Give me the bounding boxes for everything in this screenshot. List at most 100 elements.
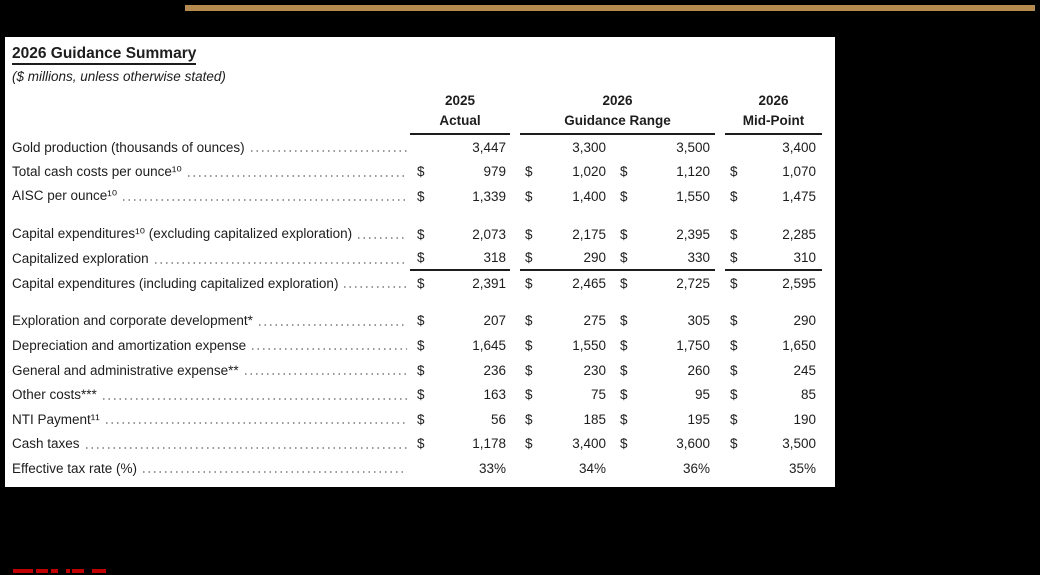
column-gap: [510, 382, 520, 407]
currency-symbol: $: [525, 188, 533, 204]
value-cell: $2,285: [725, 222, 822, 247]
column-header-caption: Mid-Point: [742, 113, 805, 128]
column-gap: [715, 382, 725, 407]
value-cell: 35%: [725, 456, 822, 481]
cell-value: 3,500: [676, 139, 710, 155]
dot-leader: [244, 373, 407, 376]
value-cell: $290: [520, 246, 615, 271]
column-gap: [715, 271, 725, 296]
cell-value: 56: [490, 411, 506, 427]
value-cell: $330: [615, 246, 715, 271]
column-header-year: 2026: [602, 93, 633, 108]
cell-value: 305: [687, 313, 710, 329]
value-cell: $245: [725, 358, 822, 383]
value-cell: $95: [615, 382, 715, 407]
cell-value: 2,595: [782, 275, 816, 291]
value-cell: $3,400: [520, 432, 615, 457]
currency-symbol: $: [620, 436, 628, 452]
value-cell: $75: [520, 382, 615, 407]
cell-value: 3,300: [572, 139, 606, 155]
top-accent-bar: [185, 5, 1035, 11]
cell-value: 2,465: [572, 275, 606, 291]
currency-symbol: $: [730, 411, 738, 427]
currency-symbol: $: [417, 337, 425, 353]
column-header-2025-actual: 2025 Actual: [410, 91, 510, 135]
cell-value: 85: [800, 387, 816, 403]
value-cell: 34%: [520, 456, 615, 481]
cell-value: 34%: [578, 460, 606, 476]
page-subtitle: ($ millions, unless otherwise stated): [12, 69, 226, 84]
dot-leader: [358, 237, 407, 240]
guidance-range-cells: $2,465 $2,725: [520, 271, 715, 296]
row-label-cell: Exploration and corporate development*: [12, 309, 410, 334]
value-cell: $2,175: [520, 222, 615, 247]
currency-symbol: $: [525, 436, 533, 452]
table-row: Depreciation and amortization expense $1,…: [12, 333, 822, 358]
cell-value: 318: [483, 250, 506, 266]
row-label: AISC per ounce¹⁰: [12, 188, 118, 204]
value-cell: $2,391: [410, 271, 510, 296]
column-gap: [510, 222, 520, 247]
cell-value: 236: [483, 362, 506, 378]
guidance-range-cells: 3,300 3,500: [520, 135, 715, 160]
table-row: Gold production (thousands of ounces) 3,4…: [12, 135, 822, 160]
cell-value: 1,650: [782, 337, 816, 353]
row-label-cell: Gold production (thousands of ounces): [12, 135, 410, 160]
value-cell: $318: [410, 246, 510, 271]
red-fragment: [51, 569, 58, 573]
value-cell: $305: [615, 309, 715, 334]
table-row: NTI Payment¹¹ $56 $185 $195 $190: [12, 407, 822, 432]
row-label: Depreciation and amortization expense: [12, 337, 247, 353]
value-cell: $290: [725, 309, 822, 334]
dot-leader: [258, 323, 407, 326]
row-label-cell: Capital expenditures (including capitali…: [12, 271, 410, 296]
table-row: AISC per ounce¹⁰ $1,339 $1,400 $1,550 $1,475: [12, 184, 822, 209]
cell-value: 1,550: [676, 188, 710, 204]
value-cell: $260: [615, 358, 715, 383]
cell-value: 1,339: [472, 188, 506, 204]
row-label: Capital expenditures¹⁰ (excluding capita…: [12, 226, 353, 242]
value-cell: $85: [725, 382, 822, 407]
dot-leader: [187, 174, 407, 177]
table-header-row: 2025 Actual 2026 Guidance Range 2026 Mid…: [12, 91, 822, 135]
currency-symbol: $: [525, 313, 533, 329]
column-header-caption: Guidance Range: [564, 113, 671, 128]
table-row: Capital expenditures¹⁰ (excluding capita…: [12, 222, 822, 247]
value-cell: $1,475: [725, 184, 822, 209]
currency-symbol: $: [730, 436, 738, 452]
currency-symbol: $: [417, 226, 425, 242]
row-label-cell: Capital expenditures¹⁰ (excluding capita…: [12, 222, 410, 247]
red-fragment: [92, 569, 106, 573]
currency-symbol: $: [525, 275, 533, 291]
cell-value: 260: [687, 362, 710, 378]
currency-symbol: $: [620, 275, 628, 291]
cell-value: 2,285: [782, 226, 816, 242]
value-cell: $275: [520, 309, 615, 334]
cell-value: 1,120: [676, 164, 710, 180]
row-label: Capitalized exploration: [12, 251, 149, 267]
row-label-cell: AISC per ounce¹⁰: [12, 184, 410, 209]
column-gap: [715, 246, 725, 271]
cell-value: 1,178: [472, 436, 506, 452]
currency-symbol: $: [525, 250, 533, 266]
cell-value: 3,447: [472, 139, 506, 155]
table-body: Gold production (thousands of ounces) 3,4…: [12, 135, 822, 481]
value-cell: $1,339: [410, 184, 510, 209]
table-row: Capital expenditures (including capitali…: [12, 271, 822, 296]
row-label-cell: Depreciation and amortization expense: [12, 333, 410, 358]
value-cell: $3,500: [725, 432, 822, 457]
cell-value: 2,391: [472, 275, 506, 291]
cell-value: 190: [793, 411, 816, 427]
dot-leader: [102, 397, 407, 400]
value-cell: $56: [410, 407, 510, 432]
value-cell: $2,395: [615, 222, 715, 247]
column-gap: [715, 184, 725, 209]
value-cell: $2,073: [410, 222, 510, 247]
row-label: Total cash costs per ounce¹⁰: [12, 163, 182, 179]
currency-symbol: $: [730, 275, 738, 291]
table-row: Effective tax rate (%) 33% 34% 36% 35%: [12, 456, 822, 481]
row-label: NTI Payment¹¹: [12, 411, 100, 427]
row-label: Effective tax rate (%): [12, 460, 138, 476]
column-header-2026-midpoint: 2026 Mid-Point: [725, 91, 822, 135]
cell-value: 330: [687, 250, 710, 266]
